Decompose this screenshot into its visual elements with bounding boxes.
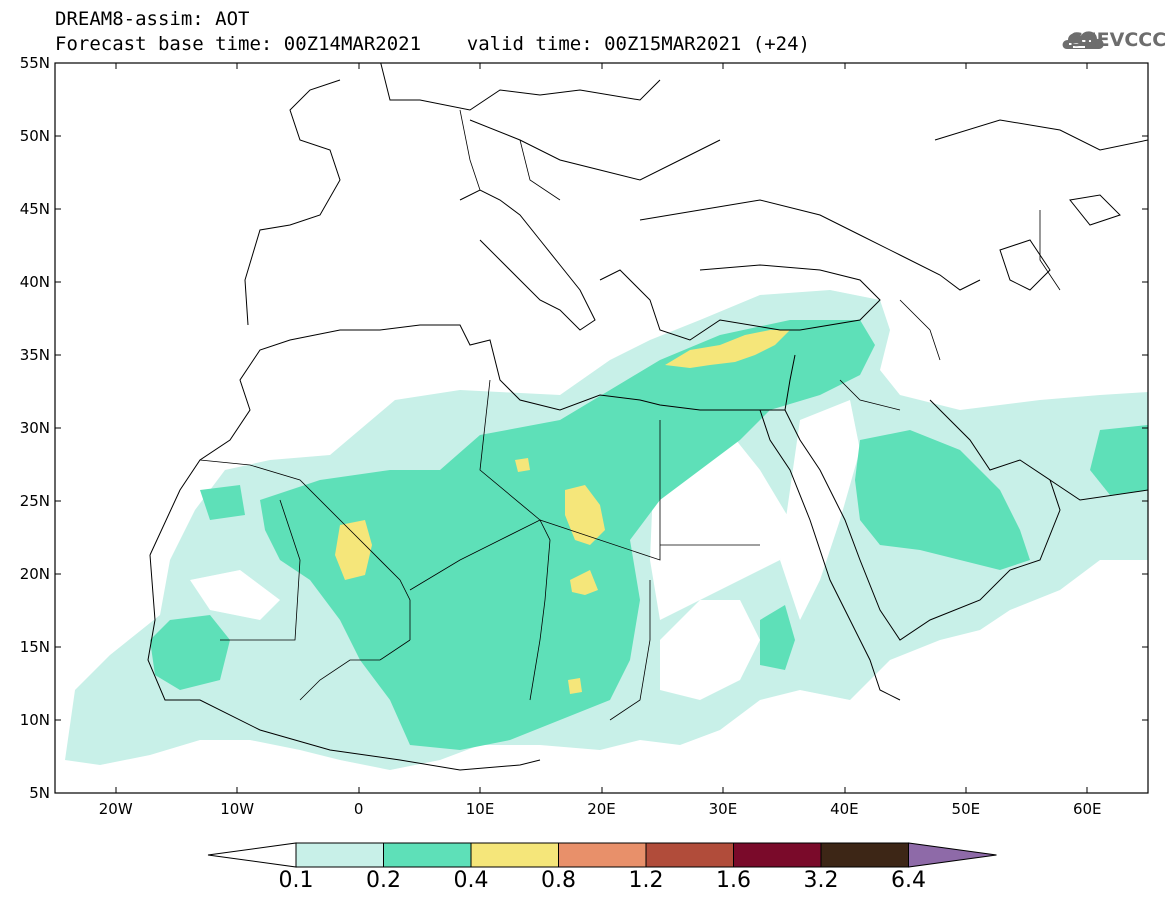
colorbar-segment [383,842,472,868]
aot-level-0.2-area [150,320,1148,750]
longitude-label: 50E [951,800,981,818]
cloud-icon [1062,31,1104,49]
colorbar-segment [295,842,384,868]
longitude-label: 60E [1072,800,1102,818]
latitude-label: 5N [29,784,50,802]
latitude-label: 50N [19,127,50,145]
colorbar-label: 0.4 [453,868,489,893]
coastlines [147,63,1148,771]
colorbar-label: 1.6 [716,868,751,893]
latitude-label: 30N [19,419,50,437]
latitude-label: 55N [19,54,50,72]
latitude-label: 45N [19,200,50,218]
longitude-label: 10W [220,800,255,818]
colorbar-segment [645,842,734,868]
longitude-label: 20W [98,800,133,818]
colorbar-label: 0.8 [541,868,576,893]
latitude-label: 15N [19,638,50,656]
colorbar-segment [558,842,647,868]
aot-level-0.4-area [335,330,790,694]
colorbar-segment [470,842,559,868]
longitude-label: 20E [587,800,616,818]
latitude-label: 20N [19,565,50,583]
colorbar-high-extend [908,842,997,868]
latitude-label: 40N [19,273,50,291]
logo-text: SEEVCCC [1070,29,1165,51]
forecast-time-subtitle: Forecast base time: 00Z14MAR2021 valid t… [55,33,810,55]
colorbar-segment [733,842,822,868]
colorbar-label: 0.1 [278,868,314,893]
longitude-label: 0 [353,800,364,818]
colorbar-label: 3.2 [803,868,839,893]
latitude-label: 25N [19,492,50,510]
colorbar-segment [820,842,909,868]
country-borders [199,109,1061,721]
colorbar-label: 1.2 [628,868,664,893]
latitude-label: 10N [19,711,50,729]
longitude-label: 30E [708,800,738,818]
latitude-label: 35N [19,346,50,364]
map-title: DREAM8-assim: AOT [55,8,250,30]
colorbar-label: 6.4 [891,868,926,893]
axis-ticks [55,62,1148,793]
colorbar-low-extend [207,842,297,868]
longitude-label: 40E [830,800,859,818]
colorbar-label: 0.2 [366,868,401,893]
longitude-label: 10E [465,800,495,818]
